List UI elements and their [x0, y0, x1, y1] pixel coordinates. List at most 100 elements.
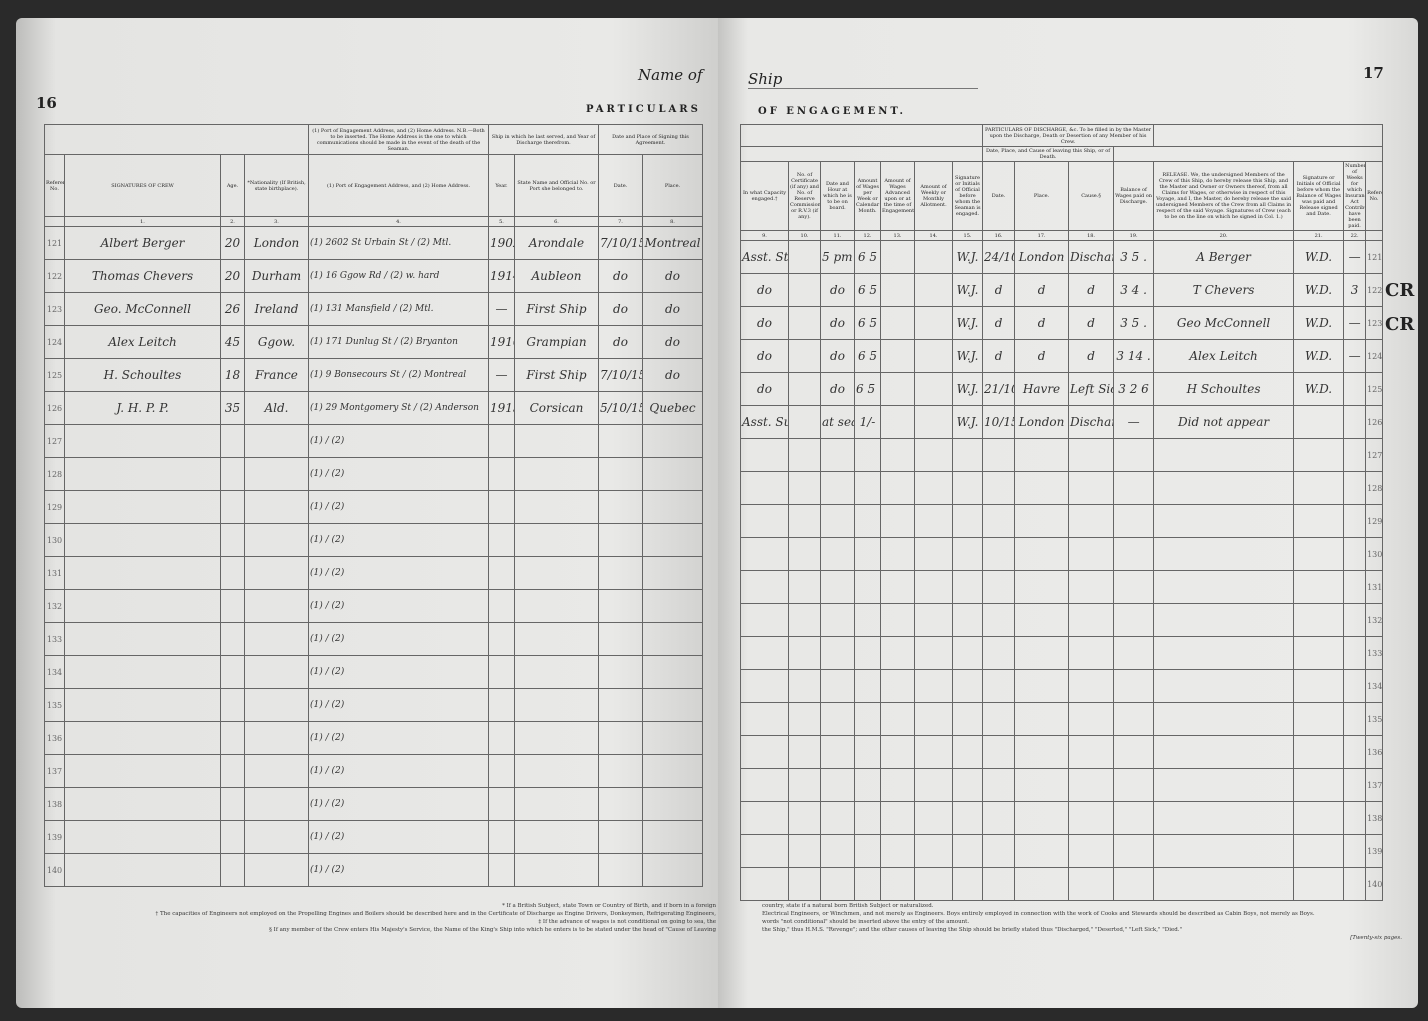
table-cell	[1293, 669, 1345, 703]
table-cell	[642, 424, 703, 458]
table-cell	[788, 537, 821, 571]
table-cell: W.J.	[951, 405, 984, 439]
table-cell	[598, 754, 643, 788]
table-row: 140 (1) / (2)	[44, 853, 703, 887]
table-cell: W.D.	[1293, 372, 1345, 406]
table-cell	[244, 655, 309, 689]
table-cell	[244, 688, 309, 722]
table-cell	[788, 735, 821, 769]
table-cell	[642, 457, 703, 491]
table-cell	[642, 721, 703, 755]
table-cell	[854, 438, 881, 472]
table-cell	[788, 603, 821, 637]
table-cell	[740, 438, 789, 472]
table-cell	[1343, 603, 1367, 637]
reference-number: 137	[44, 754, 65, 788]
table-row: 127 (1) / (2)	[44, 424, 703, 458]
table-cell: Alex Leitch	[64, 325, 221, 359]
table-row: 129	[740, 504, 1384, 538]
table-cell	[1113, 471, 1155, 505]
table-cell	[1014, 867, 1070, 901]
table-cell	[914, 438, 953, 472]
reference-number: 135	[44, 688, 65, 722]
table-cell	[1113, 537, 1155, 571]
table-cell	[914, 834, 953, 868]
table-cell	[740, 669, 789, 703]
table-cell: (1) / (2)	[308, 688, 489, 722]
table-cell	[598, 655, 643, 689]
table-cell	[1153, 438, 1295, 472]
table-cell	[880, 372, 915, 406]
table-cell: (1) / (2)	[308, 457, 489, 491]
table-cell	[642, 556, 703, 590]
table-cell	[1293, 768, 1345, 802]
table-cell	[244, 457, 309, 491]
table-row: 136 (1) / (2)	[44, 721, 703, 755]
table-cell	[914, 405, 953, 439]
table-cell	[914, 339, 953, 373]
column-number: 19.	[1113, 230, 1155, 241]
table-cell	[820, 438, 855, 472]
table-cell: d	[1068, 273, 1115, 307]
footnotes-right: country, state if a natural born British…	[762, 902, 1402, 942]
table-cell: d	[982, 273, 1016, 307]
table-cell	[1068, 702, 1115, 736]
table-row: 140	[740, 867, 1384, 901]
column-number: 1.	[64, 216, 221, 227]
table-cell	[880, 438, 915, 472]
table-cell	[1113, 570, 1155, 604]
table-cell	[854, 834, 881, 868]
table-cell	[220, 523, 245, 557]
group-header: (1) Port of Engagement Address, and (2) …	[308, 124, 489, 155]
table-row: 136	[740, 735, 1384, 769]
table-cell	[854, 867, 881, 901]
table-cell	[1068, 801, 1115, 835]
table-cell	[854, 471, 881, 505]
reference-number: 125	[44, 358, 65, 392]
column-header: Date.	[598, 154, 643, 217]
table-cell: Discharged	[1068, 405, 1115, 439]
table-cell	[1068, 570, 1115, 604]
table-cell	[1113, 801, 1155, 835]
column-number: 13.	[880, 230, 915, 241]
table-cell	[1068, 537, 1115, 571]
left-page: Name of 16 PARTICULARS (1) Port of Engag…	[16, 18, 718, 1008]
table-cell	[1153, 735, 1295, 769]
table-cell	[642, 754, 703, 788]
table-cell: d	[1014, 339, 1070, 373]
table-cell	[1293, 570, 1345, 604]
table-cell: Arondale	[514, 226, 599, 260]
table-row: do do 6 5 W.J. d d d 3 5 . Geo McConnell W.D. —123	[740, 306, 1384, 340]
table-cell: Ggow.	[244, 325, 309, 359]
table-cell	[514, 655, 599, 689]
table-cell	[220, 655, 245, 689]
table-cell: do	[642, 325, 703, 359]
reference-number: 132	[1365, 603, 1384, 637]
table-cell	[820, 768, 855, 802]
table-cell: Left Sick	[1068, 372, 1115, 406]
table-cell	[740, 801, 789, 835]
table-cell: W.D.	[1293, 240, 1345, 274]
table-row: 133 (1) / (2)	[44, 622, 703, 656]
table-cell	[1153, 570, 1295, 604]
page-number-left: 16	[36, 94, 57, 112]
table-cell	[740, 735, 789, 769]
column-number: 8.	[642, 216, 703, 227]
table-cell	[244, 556, 309, 590]
column-number: 3.	[244, 216, 309, 227]
table-cell	[982, 867, 1016, 901]
table-cell: 5 pm 7/10/15	[820, 240, 855, 274]
reference-number: 131	[44, 556, 65, 590]
table-cell	[951, 504, 984, 538]
reference-number: 135	[1365, 702, 1384, 736]
table-cell	[244, 820, 309, 854]
table-cell	[1293, 867, 1345, 901]
table-cell: (1) / (2)	[308, 424, 489, 458]
table-cell	[64, 424, 221, 458]
footnote: ‡ If the advance of wages is not conditi…	[538, 919, 716, 925]
table-cell: London	[1014, 240, 1070, 274]
table-cell: 6 5 .	[854, 372, 881, 406]
table-cell	[740, 537, 789, 571]
table-cell: 3 2 6	[1113, 372, 1155, 406]
table-cell	[1343, 570, 1367, 604]
